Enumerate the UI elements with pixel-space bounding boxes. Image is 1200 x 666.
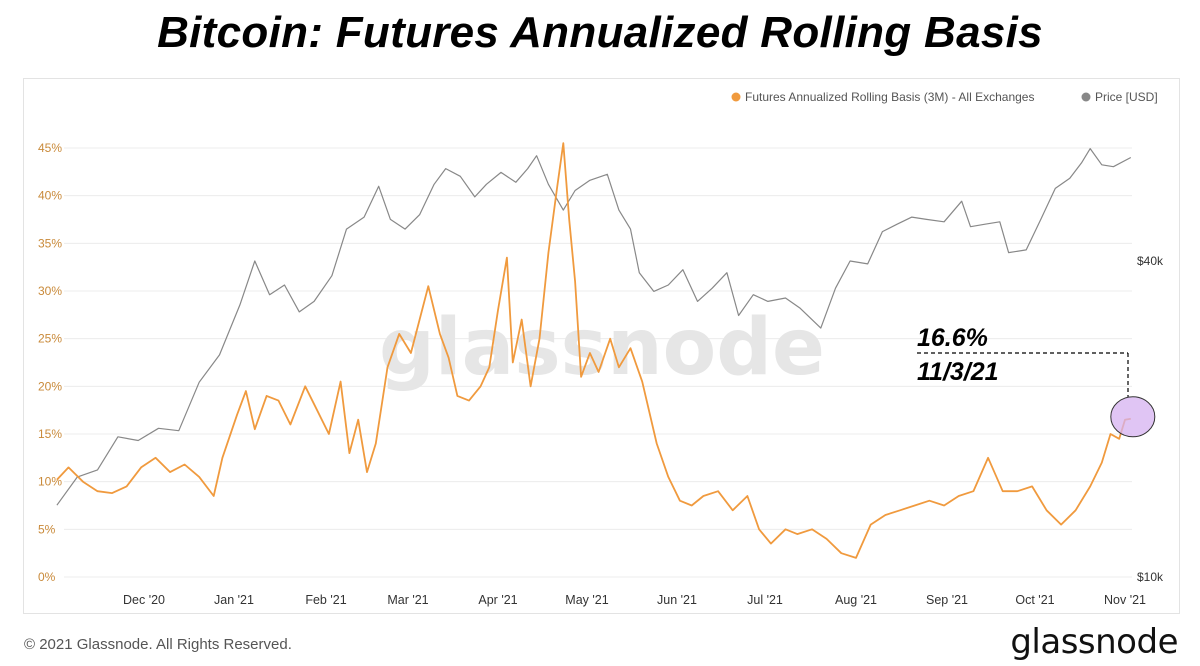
price-series-line xyxy=(56,147,1132,506)
x-tick-label: Jul '21 xyxy=(747,593,783,607)
y-tick-label-left: 30% xyxy=(38,284,62,298)
x-tick-label: Jun '21 xyxy=(657,593,697,607)
x-tick-label: May '21 xyxy=(565,593,608,607)
y-tick-label-right: $40k xyxy=(1137,254,1164,268)
x-tick-label: Apr '21 xyxy=(478,593,517,607)
y-tick-label-left: 20% xyxy=(38,379,62,393)
x-tick-label: Mar '21 xyxy=(387,593,428,607)
y-tick-label-left: 10% xyxy=(38,475,62,489)
annotation-value: 16.6% xyxy=(917,324,988,352)
x-tick-label: Jan '21 xyxy=(214,593,254,607)
basis-series-line xyxy=(56,142,1131,559)
x-tick-label: Nov '21 xyxy=(1104,593,1146,607)
x-tick-label: Sep '21 xyxy=(926,593,968,607)
y-tick-label-left: 15% xyxy=(38,427,62,441)
x-tick-label: Aug '21 xyxy=(835,593,877,607)
x-tick-label: Feb '21 xyxy=(305,593,346,607)
y-tick-label-left: 45% xyxy=(38,141,62,155)
legend-marker-price xyxy=(1081,92,1091,102)
x-tick-label: Dec '20 xyxy=(123,593,165,607)
y-tick-label-left: 35% xyxy=(38,236,62,250)
annotation-highlight-circle xyxy=(1110,396,1156,438)
x-tick-label: Oct '21 xyxy=(1015,593,1054,607)
y-tick-label-left: 0% xyxy=(38,570,56,584)
chart-title: Bitcoin: Futures Annualized Rolling Basi… xyxy=(157,8,1043,57)
y-tick-label-left: 5% xyxy=(38,522,56,536)
legend-marker-basis xyxy=(731,92,741,102)
chart-frame: 0% 5% 10% 15% 20% 25% 30% 35% 40% 45% glassnode Dec… xyxy=(23,78,1180,614)
y-tick-label-right: $10k xyxy=(1137,570,1164,584)
glassnode-logo: glassnode xyxy=(1010,622,1178,662)
y-tick-label-left: 25% xyxy=(38,332,62,346)
y-tick-label-left: 40% xyxy=(38,189,62,203)
footer-copyright: © 2021 Glassnode. All Rights Reserved. xyxy=(24,636,292,653)
annotation-date: 11/3/21 xyxy=(917,358,999,386)
legend-label-price: Price [USD] xyxy=(1095,90,1158,104)
legend-label-basis: Futures Annualized Rolling Basis (3M) - … xyxy=(745,90,1034,104)
chart-canvas: 0%5%10%15%20%25%30%35%40%45%glassnodeDec… xyxy=(38,90,1164,607)
